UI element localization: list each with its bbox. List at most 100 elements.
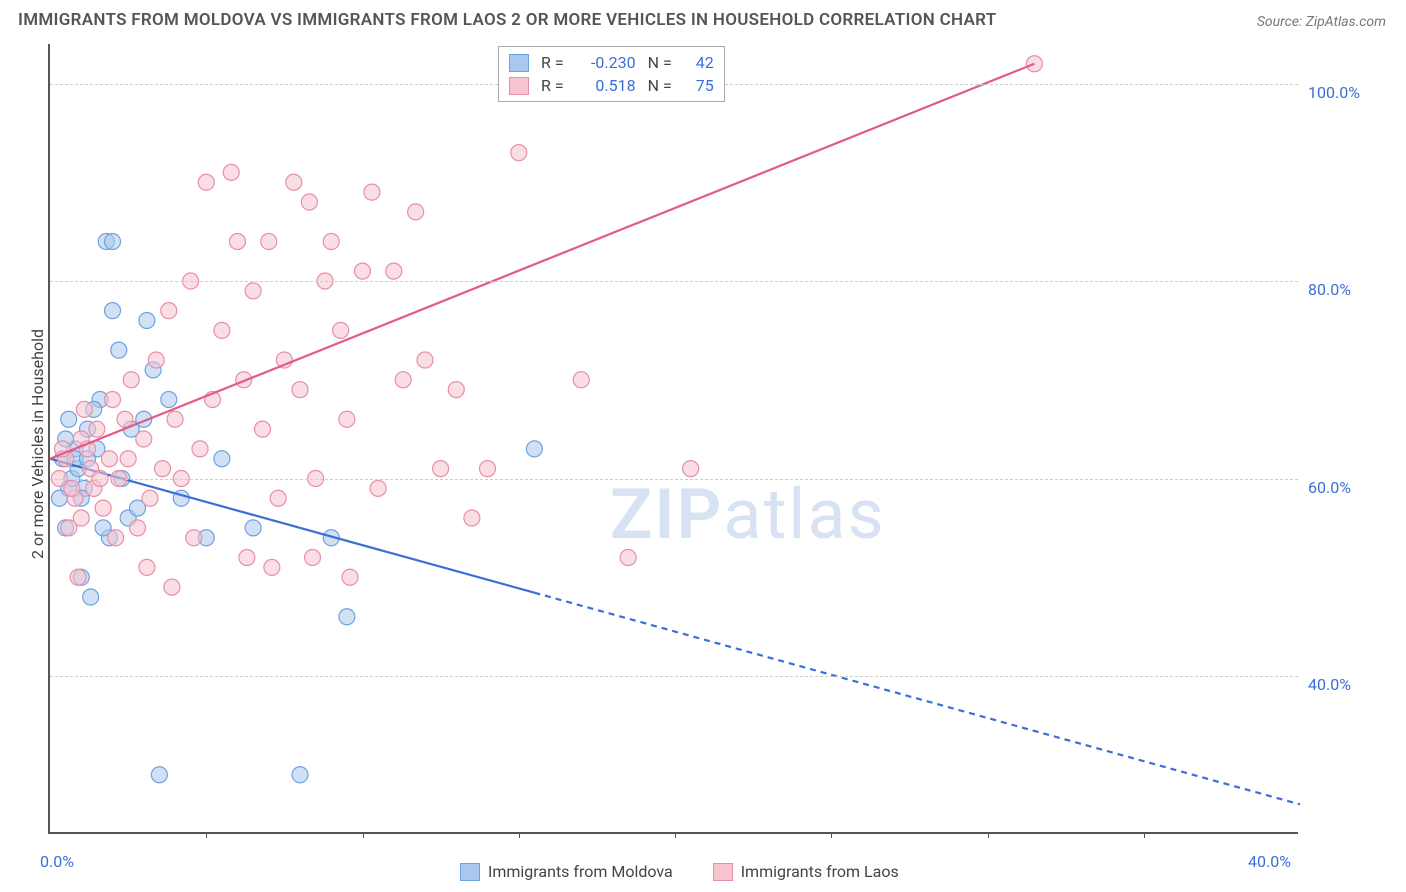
data-point-series-1 [239,550,255,566]
trend-line-solid-series-1 [50,64,1034,459]
data-point-series-1 [223,164,239,180]
data-point-series-1 [130,520,146,536]
data-point-series-1 [105,392,121,408]
x-minor-tick [363,832,364,838]
x-minor-tick [988,832,989,838]
gridline-h [50,479,1298,480]
gridline-h [50,676,1298,677]
data-point-series-1 [148,352,164,368]
data-point-series-1 [214,322,230,338]
data-point-series-1 [339,411,355,427]
data-point-series-1 [155,461,171,477]
data-point-series-1 [123,372,139,388]
data-point-series-1 [108,530,124,546]
y-tick-label: 80.0% [1308,280,1351,299]
y-tick-label: 100.0% [1308,83,1360,102]
data-point-series-0 [105,303,121,319]
data-point-series-1 [101,451,117,467]
data-point-series-0 [61,411,77,427]
data-point-series-0 [214,451,230,467]
legend-series-label: Immigrants from Laos [741,862,899,881]
data-point-series-1 [70,569,86,585]
data-point-series-1 [264,559,280,575]
n-label: N = [648,76,672,95]
source-attribution: Source: ZipAtlas.com [1257,14,1386,30]
data-point-series-1 [305,550,321,566]
data-point-series-1 [245,283,261,299]
data-point-series-1 [76,401,92,417]
data-point-series-1 [164,579,180,595]
x-minor-tick [831,832,832,838]
data-point-series-1 [230,234,246,250]
data-point-series-1 [186,530,202,546]
legend-series-item-1: Immigrants from Laos [713,862,899,881]
data-point-series-1 [161,303,177,319]
data-point-series-0 [292,767,308,783]
data-point-series-1 [683,461,699,477]
legend-swatch [509,77,529,95]
x-minor-tick [519,832,520,838]
data-point-series-1 [142,490,158,506]
x-minor-tick [1144,832,1145,838]
gridline-h [50,281,1298,282]
data-point-series-1 [464,510,480,526]
legend-stats: R = -0.230 N = 42 R = 0.518 N = 75 [498,46,725,102]
data-point-series-0 [111,342,127,358]
n-label: N = [648,53,672,72]
y-tick-label: 40.0% [1308,675,1351,694]
data-point-series-1 [395,372,411,388]
legend-stats-row-0: R = -0.230 N = 42 [509,51,714,74]
data-point-series-1 [386,263,402,279]
x-minor-tick [206,832,207,838]
data-point-series-1 [261,234,277,250]
x-tick-label: 40.0% [1248,852,1291,871]
r-value: 0.518 [576,76,636,95]
n-value: 42 [684,53,714,72]
data-point-series-1 [292,382,308,398]
data-point-series-1 [139,559,155,575]
plot-area: ZIPatlas [48,44,1298,834]
data-point-series-1 [333,322,349,338]
data-point-series-1 [255,421,271,437]
data-point-series-1 [286,174,302,190]
data-point-series-1 [64,480,80,496]
data-point-series-0 [161,392,177,408]
data-point-series-0 [151,767,167,783]
r-label: R = [541,53,564,72]
data-point-series-1 [480,461,496,477]
data-point-series-1 [355,263,371,279]
data-point-series-0 [105,234,121,250]
r-label: R = [541,76,564,95]
legend-swatch [509,54,529,72]
data-point-series-1 [342,569,358,585]
chart-title: IMMIGRANTS FROM MOLDOVA VS IMMIGRANTS FR… [18,10,996,30]
data-point-series-0 [339,609,355,625]
legend-swatch [713,863,733,881]
r-value: -0.230 [576,53,636,72]
legend-stats-row-1: R = 0.518 N = 75 [509,74,714,97]
data-point-series-1 [73,510,89,526]
data-point-series-1 [433,461,449,477]
data-point-series-1 [448,382,464,398]
data-point-series-0 [526,441,542,457]
data-point-series-1 [136,431,152,447]
data-point-series-0 [245,520,261,536]
data-point-series-1 [167,411,183,427]
data-point-series-0 [83,589,99,605]
legend-swatch [460,863,480,881]
data-point-series-1 [120,451,136,467]
data-point-series-1 [301,194,317,210]
data-point-series-1 [370,480,386,496]
x-minor-tick [675,832,676,838]
legend-series: Immigrants from Moldova Immigrants from L… [460,862,899,881]
data-point-series-1 [620,550,636,566]
data-point-series-1 [417,352,433,368]
legend-series-label: Immigrants from Moldova [488,862,673,881]
data-point-series-0 [139,313,155,329]
legend-series-item-0: Immigrants from Moldova [460,862,673,881]
data-point-series-1 [192,441,208,457]
data-point-series-1 [511,145,527,161]
data-point-series-1 [573,372,589,388]
data-point-series-1 [198,174,214,190]
n-value: 75 [684,76,714,95]
